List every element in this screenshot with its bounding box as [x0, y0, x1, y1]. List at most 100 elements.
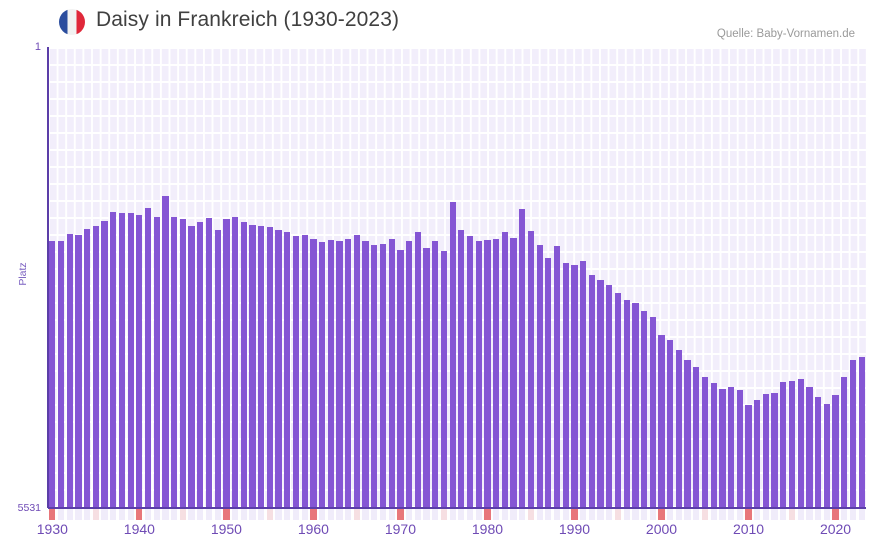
- bar[interactable]: [292, 235, 300, 508]
- bar[interactable]: [92, 226, 99, 508]
- bar[interactable]: [423, 247, 430, 508]
- bar[interactable]: [162, 196, 169, 508]
- bar[interactable]: [614, 292, 622, 508]
- bar[interactable]: [318, 242, 326, 508]
- bar[interactable]: [118, 212, 126, 508]
- bar[interactable]: [353, 234, 361, 508]
- bar[interactable]: [136, 215, 143, 508]
- x-tick-marker-minor: [371, 509, 378, 520]
- bar[interactable]: [171, 217, 178, 508]
- bar[interactable]: [336, 241, 343, 508]
- bar[interactable]: [632, 302, 639, 508]
- bar[interactable]: [101, 221, 108, 508]
- bar[interactable]: [667, 339, 674, 508]
- bar[interactable]: [493, 238, 500, 508]
- bar[interactable]: [815, 397, 822, 508]
- bar[interactable]: [127, 213, 134, 508]
- bar[interactable]: [388, 238, 395, 508]
- bar[interactable]: [510, 237, 517, 508]
- bar[interactable]: [675, 350, 683, 508]
- bar[interactable]: [484, 239, 491, 508]
- bar[interactable]: [553, 245, 561, 508]
- bar[interactable]: [75, 234, 82, 508]
- bar[interactable]: [275, 230, 282, 508]
- bar[interactable]: [284, 231, 291, 508]
- bar[interactable]: [197, 221, 204, 508]
- bar[interactable]: [84, 228, 91, 508]
- bar[interactable]: [458, 230, 465, 508]
- bar[interactable]: [745, 404, 752, 508]
- bar[interactable]: [701, 377, 709, 508]
- bar[interactable]: [519, 209, 526, 508]
- bar[interactable]: [49, 241, 56, 508]
- bar[interactable]: [501, 231, 508, 508]
- bar[interactable]: [110, 212, 117, 508]
- bar[interactable]: [66, 233, 73, 508]
- bar[interactable]: [449, 201, 456, 508]
- bar[interactable]: [640, 311, 648, 508]
- bar[interactable]: [797, 379, 804, 508]
- bar[interactable]: [536, 244, 543, 508]
- bar[interactable]: [710, 382, 717, 508]
- bar[interactable]: [771, 392, 778, 508]
- x-tick-marker-minor: [754, 509, 761, 520]
- bar[interactable]: [849, 359, 857, 508]
- bar[interactable]: [693, 367, 700, 508]
- bar[interactable]: [841, 377, 848, 508]
- bar[interactable]: [832, 394, 839, 508]
- bar[interactable]: [466, 236, 474, 508]
- bar[interactable]: [736, 390, 743, 508]
- bar[interactable]: [205, 218, 213, 508]
- bar[interactable]: [240, 221, 247, 508]
- bar[interactable]: [475, 240, 482, 508]
- bar[interactable]: [440, 251, 448, 508]
- bar[interactable]: [858, 357, 865, 508]
- bar[interactable]: [214, 229, 221, 508]
- bar[interactable]: [562, 262, 569, 508]
- bar[interactable]: [823, 403, 830, 508]
- bar[interactable]: [310, 239, 317, 508]
- bar[interactable]: [788, 381, 796, 508]
- bar[interactable]: [231, 216, 239, 508]
- bar[interactable]: [658, 335, 665, 508]
- bar[interactable]: [684, 360, 691, 508]
- x-axis-label: 1930: [36, 521, 68, 537]
- bar[interactable]: [397, 249, 404, 508]
- x-tick-marker-minor: [736, 509, 743, 520]
- bar[interactable]: [414, 232, 421, 508]
- bar[interactable]: [588, 275, 595, 508]
- bar[interactable]: [623, 299, 630, 508]
- bar[interactable]: [179, 218, 186, 508]
- bar[interactable]: [649, 317, 656, 508]
- bar[interactable]: [362, 240, 369, 508]
- bar[interactable]: [527, 230, 535, 508]
- bar[interactable]: [153, 216, 160, 508]
- bar[interactable]: [379, 244, 387, 508]
- bar[interactable]: [266, 226, 274, 508]
- bar[interactable]: [571, 264, 578, 508]
- bar[interactable]: [345, 238, 352, 508]
- bar[interactable]: [258, 226, 265, 508]
- bar[interactable]: [606, 285, 613, 508]
- bar[interactable]: [754, 399, 761, 508]
- x-tick-marker-minor: [171, 509, 178, 520]
- bar[interactable]: [580, 260, 587, 508]
- bar[interactable]: [406, 241, 413, 508]
- bar[interactable]: [223, 219, 230, 508]
- bar[interactable]: [762, 393, 770, 508]
- x-tick-marker-minor: [623, 509, 630, 520]
- bar[interactable]: [327, 239, 334, 508]
- bar[interactable]: [371, 244, 378, 508]
- bar[interactable]: [806, 386, 813, 508]
- bar[interactable]: [188, 226, 195, 508]
- bar[interactable]: [780, 382, 787, 508]
- bar[interactable]: [545, 257, 552, 508]
- bar[interactable]: [249, 224, 256, 508]
- bar[interactable]: [301, 234, 308, 508]
- bar[interactable]: [597, 279, 604, 508]
- bar[interactable]: [727, 387, 735, 508]
- bar[interactable]: [432, 241, 439, 508]
- bar[interactable]: [144, 207, 152, 508]
- bar[interactable]: [57, 241, 65, 508]
- bar[interactable]: [719, 389, 726, 508]
